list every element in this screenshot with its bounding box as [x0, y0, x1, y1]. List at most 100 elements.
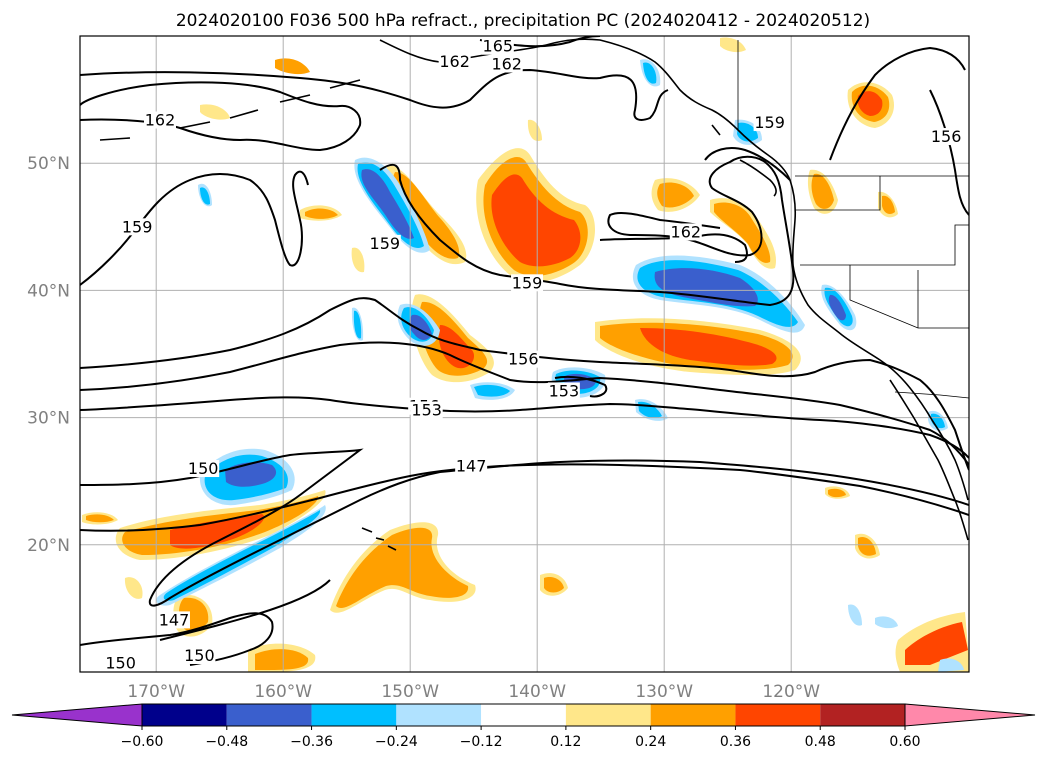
colorbar-tick-label: 0.60	[889, 734, 920, 750]
anomaly-positive-region	[275, 58, 310, 75]
contour-159-north-east	[829, 46, 966, 161]
anomaly-negative-region	[654, 268, 758, 307]
anomaly-positive-region	[828, 488, 846, 498]
contour-153-loop	[554, 375, 608, 398]
contour-156-central	[80, 297, 969, 471]
contour-label-background	[368, 234, 401, 252]
contour-label-background	[490, 55, 523, 73]
colorbar-tick-label: 0.12	[550, 734, 581, 750]
anomaly-negative-region	[353, 310, 362, 339]
contour-153	[80, 341, 969, 466]
anomaly-positive-region	[336, 527, 469, 608]
colorbar-tick-label: −0.48	[205, 734, 248, 750]
state-border-wa-or	[795, 176, 881, 211]
longitude-tick-label: 130°W	[635, 682, 693, 702]
colorbar-segment	[735, 704, 821, 726]
contour-label-background	[669, 223, 702, 241]
colorbar-segment	[311, 704, 397, 726]
contour-label: 156	[931, 127, 962, 146]
map-frame	[79, 35, 970, 673]
contour-147	[80, 463, 969, 532]
contour-162-east-loop	[599, 233, 748, 263]
anomaly-positive-region	[491, 174, 581, 267]
latitude-tick-label: 50°N	[27, 154, 70, 174]
contour-label-background	[511, 274, 544, 292]
anomaly-negative-region	[361, 169, 414, 239]
contour-label: 150	[188, 459, 219, 478]
contours	[80, 36, 969, 666]
contour-162-westloop	[80, 81, 362, 152]
contour-156-east	[929, 89, 969, 216]
contour-label-background	[507, 350, 540, 368]
vancouver-island	[739, 159, 777, 197]
state-border-ca-nv	[849, 265, 969, 329]
colorbar-segment	[142, 704, 227, 726]
anomaly-positive-region	[811, 173, 834, 209]
contour-labels: 1651621621621591591591621591561561531561…	[104, 37, 963, 673]
anomaly-positive-region	[255, 649, 309, 670]
colorbar-segment	[396, 704, 482, 726]
contour-150-south	[80, 612, 274, 666]
anomaly-negative-region	[643, 62, 657, 84]
colorbar-segment	[481, 704, 566, 726]
colorbar-tick-label: −0.24	[375, 734, 418, 750]
colorbar-tick-label: −0.12	[460, 734, 503, 750]
latitude-tick-label: 20°N	[27, 536, 70, 556]
contour-label-background	[481, 37, 514, 55]
contour-label-background	[930, 128, 963, 146]
longitude-tick-label: 160°W	[254, 682, 312, 702]
colorbar-segment	[565, 704, 651, 726]
anomaly-positive-region	[858, 536, 876, 556]
contour-162-north	[80, 68, 669, 121]
longitude-tick-label: 140°W	[508, 682, 566, 702]
anomaly-negative-region	[828, 294, 846, 321]
anomaly-negative-region	[163, 510, 321, 601]
latitude-labels: 50°N 40°N 30°N 20°N	[27, 154, 70, 556]
contour-label-background	[438, 52, 471, 70]
contour-label-background	[183, 647, 216, 665]
anomaly-positive-region	[882, 195, 895, 214]
contour-label: 165	[483, 37, 514, 56]
contour-label: 162	[439, 52, 470, 71]
anomaly-positive-region	[857, 91, 883, 116]
contour-label: 162	[145, 110, 176, 129]
anomaly-positive-region	[438, 325, 475, 369]
latitude-tick-label: 30°N	[27, 409, 70, 429]
longitude-tick-label: 170°W	[127, 682, 185, 702]
anomaly-positive-region	[305, 208, 338, 219]
anomaly-positive-region	[640, 328, 777, 366]
anomaly-negative-region	[737, 122, 758, 142]
colorbar-tick-label: 0.24	[635, 734, 666, 750]
contour-label: 162	[671, 222, 702, 241]
colorbar: −0.60 −0.48 −0.36 −0.24 −0.12 0.12 0.24 0.36 0.4…	[11, 703, 1036, 750]
state-border-or-ca	[800, 224, 969, 266]
us-mexico-border	[894, 391, 969, 399]
colorbar-extend-high	[904, 703, 1036, 727]
contour-label-background	[547, 382, 580, 400]
anomaly-positive-region	[657, 182, 694, 208]
borders	[737, 40, 969, 399]
colorbar-tick-label: −0.60	[121, 734, 164, 750]
gridlines	[80, 36, 969, 672]
anomaly-positive-region	[720, 37, 746, 53]
longitude-tick-label: 120°W	[762, 682, 820, 702]
anomaly-positive-region	[905, 622, 968, 665]
map-panel: 1651621621621591591591621591561561531561…	[80, 36, 969, 673]
contour-150	[80, 448, 969, 607]
anomaly-positive-region	[351, 247, 365, 273]
contour-label-background	[144, 111, 177, 129]
latitude-tick-label: 40°N	[27, 281, 70, 301]
anomaly-positive-region	[527, 119, 542, 142]
contour-label: 153	[549, 381, 580, 400]
contour-label: 159	[754, 113, 785, 132]
anomaly-positive-region	[86, 514, 114, 523]
contour-label: 147	[456, 456, 487, 475]
anomaly-positive-region	[200, 104, 230, 120]
longitude-tick-label: 150°W	[381, 682, 439, 702]
contour-label-background	[455, 457, 488, 475]
contour-156-east2	[704, 147, 791, 181]
haida-gwaii	[711, 124, 721, 136]
contour-label: 150	[105, 654, 136, 673]
contour-label-background	[753, 114, 786, 132]
